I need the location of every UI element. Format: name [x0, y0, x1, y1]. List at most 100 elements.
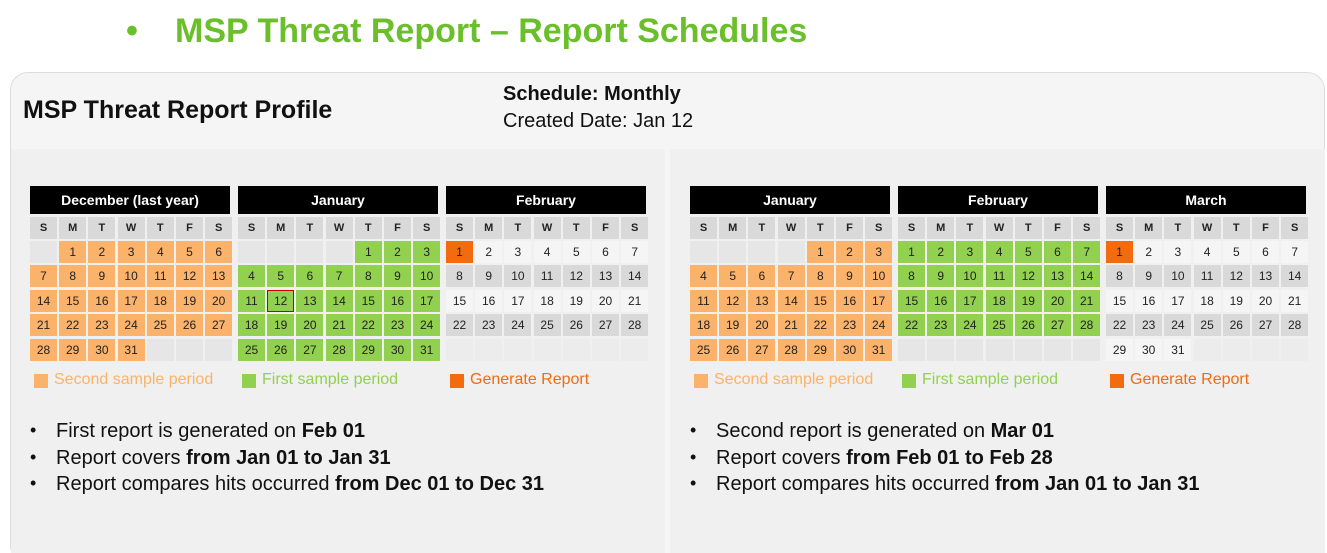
day-cell	[1222, 338, 1250, 361]
day-cell: 28	[1281, 314, 1309, 337]
weekday: M	[1135, 217, 1163, 239]
day-cell: 10	[1164, 265, 1192, 288]
day-cell: 21	[325, 314, 353, 337]
weekday: S	[446, 217, 473, 239]
day-cell: 22	[1106, 314, 1133, 337]
day-cell	[621, 338, 649, 361]
bullet-bold: Mar 01	[990, 420, 1055, 442]
bullet-dot: •	[690, 420, 697, 440]
day-cell: 23	[927, 314, 955, 337]
day-cell: 15	[354, 289, 382, 312]
weekday: T	[748, 217, 776, 239]
slide-title: MSP Threat Report – Report Schedules	[175, 12, 808, 50]
day-cell	[985, 338, 1013, 361]
day-cell: 20	[1252, 289, 1279, 312]
day-cell: 24	[504, 314, 532, 337]
day-cell: 27	[296, 338, 324, 361]
day-cell: 29	[59, 338, 87, 361]
day-cell: 30	[1135, 338, 1163, 361]
bullet-plain: Report covers	[56, 446, 187, 469]
day-cell: 28	[777, 338, 805, 361]
day-cell: 15	[898, 289, 925, 312]
day-cell: 2	[836, 241, 863, 263]
weekday: S	[690, 217, 717, 239]
bullet-dot: •	[690, 446, 697, 467]
day-cell: 9	[836, 265, 863, 288]
day-cell: 20	[296, 314, 324, 337]
day-cell: 11	[1193, 265, 1221, 288]
day-cell: 8	[898, 265, 925, 288]
day-cell: 12	[267, 289, 295, 312]
bullet-plain: Report covers	[716, 446, 847, 469]
day-cell	[325, 241, 353, 263]
day-cell: 29	[806, 338, 834, 361]
day-cell	[475, 338, 503, 361]
weekday: S	[238, 217, 265, 239]
day-cell: 27	[1044, 314, 1071, 337]
day-cell: 31	[413, 338, 441, 361]
bullet-plain: Second report is generated on	[716, 420, 991, 442]
weekday: W	[985, 217, 1013, 239]
day-cell: 5	[1014, 241, 1042, 263]
day-cell: 5	[562, 241, 590, 263]
day-cell: 6	[748, 265, 776, 288]
day-cell: 2	[1135, 241, 1163, 263]
day-cell: 28	[325, 338, 353, 361]
day-cell: 31	[1164, 338, 1192, 361]
day-cell: 26	[719, 338, 747, 361]
weekday: W	[1193, 217, 1221, 239]
weekday: S	[1073, 217, 1101, 239]
day-cell: 4	[690, 265, 717, 288]
day-cell	[719, 241, 747, 263]
day-cell: 3	[413, 241, 441, 263]
day-cell: 10	[865, 265, 893, 288]
weekday: W	[777, 217, 805, 239]
day-cell: 2	[475, 241, 503, 263]
day-cell: 27	[1252, 314, 1279, 337]
day-cell: 7	[325, 265, 353, 288]
legend-label: Generate Report	[1130, 371, 1250, 388]
day-cell	[1193, 338, 1221, 361]
legend-swatch	[1110, 374, 1124, 388]
weekday: T	[88, 217, 116, 239]
day-cell: 6	[296, 265, 324, 288]
day-cell: 23	[475, 314, 503, 337]
day-cell: 8	[1106, 265, 1133, 288]
day-cell: 26	[562, 314, 590, 337]
calendar-title: January	[690, 186, 890, 214]
day-cell: 1	[806, 241, 834, 263]
day-cell: 4	[238, 265, 265, 288]
legend-swatch	[902, 374, 916, 388]
weekday: W	[533, 217, 561, 239]
day-cell	[296, 241, 324, 263]
day-cell: 24	[413, 314, 441, 337]
day-cell: 31	[117, 338, 145, 361]
day-cell: 19	[1014, 289, 1042, 312]
day-cell: 1	[354, 241, 382, 263]
day-cell: 26	[1014, 314, 1042, 337]
day-cell: 19	[719, 314, 747, 337]
day-cell: 15	[446, 289, 473, 312]
day-cell: 21	[621, 289, 649, 312]
day-cell: 19	[267, 314, 295, 337]
day-cell: 25	[690, 338, 717, 361]
day-cell	[690, 241, 717, 263]
day-cell: 17	[956, 289, 984, 312]
weekday: S	[30, 217, 57, 239]
day-cell: 17	[413, 289, 441, 312]
day-cell: 26	[267, 338, 295, 361]
day-cell: 9	[384, 265, 411, 288]
day-cell: 22	[59, 314, 87, 337]
day-cell: 20	[1044, 289, 1071, 312]
day-cell: 5	[719, 265, 747, 288]
day-cell: 11	[533, 265, 561, 288]
weekday: M	[475, 217, 503, 239]
day-cell: 7	[1281, 241, 1309, 263]
day-cell: 25	[146, 314, 174, 337]
day-cell: 18	[690, 314, 717, 337]
day-cell: 11	[690, 289, 717, 312]
created-date: Created Date: Jan 12	[503, 110, 694, 132]
day-cell: 2	[88, 241, 116, 263]
day-cell: 10	[956, 265, 984, 288]
day-cell: 21	[777, 314, 805, 337]
